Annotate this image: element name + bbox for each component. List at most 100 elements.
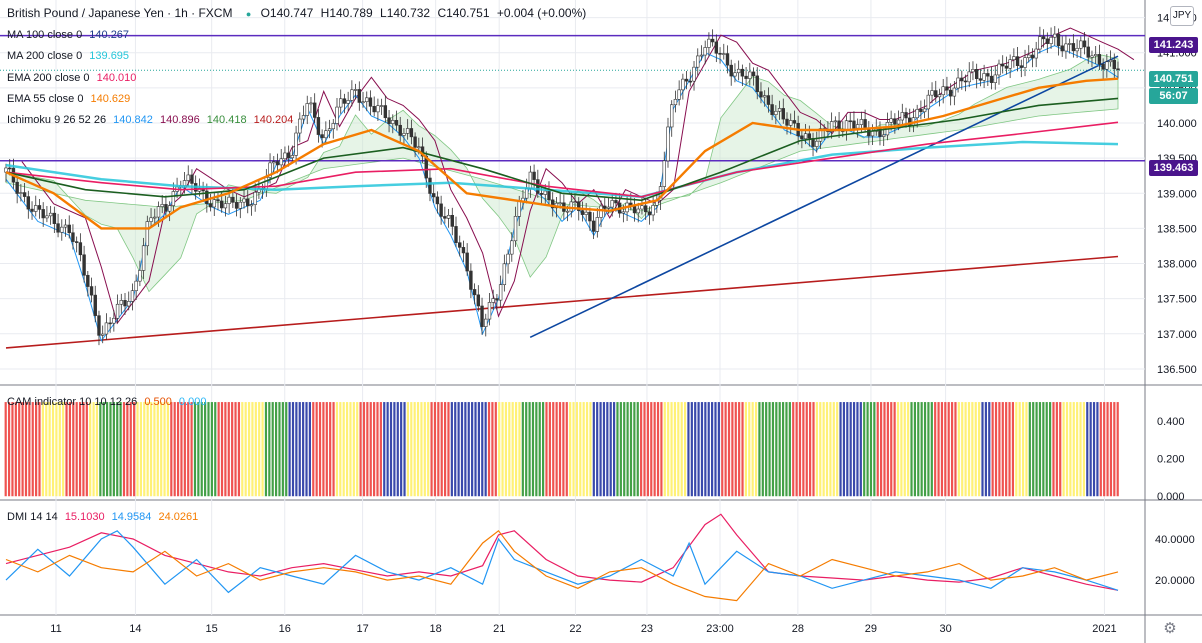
cam-bar <box>528 402 531 497</box>
cam-bar <box>464 402 467 497</box>
cam-bar <box>643 402 646 497</box>
cam-bar <box>984 402 987 497</box>
candle-body <box>465 252 469 272</box>
indicator-legend-ema55[interactable]: EMA 55 close 0 140.629 <box>7 92 134 106</box>
symbol-title[interactable]: British Pound / Japanese Yen · 1h · FXCM <box>7 6 233 20</box>
cam-bar <box>602 402 606 497</box>
cam-bar <box>711 402 714 497</box>
cam-bar <box>447 402 450 497</box>
indicator-legend-ma100[interactable]: MA 100 close 0 140.267 <box>7 28 133 42</box>
candle-body <box>112 317 116 324</box>
cam-bar <box>48 402 51 497</box>
candle-body <box>896 119 901 125</box>
cam-bar <box>291 402 295 497</box>
cam-bar <box>653 402 656 497</box>
cam-bar <box>822 402 825 497</box>
cam-bar <box>535 402 538 497</box>
candle-body <box>446 214 451 219</box>
candle-body <box>543 190 547 195</box>
cam-bar <box>886 402 889 497</box>
cam-bar <box>552 402 555 497</box>
time-tick-label: 17 <box>356 623 368 635</box>
candle-body <box>603 205 607 209</box>
lower-level-price-label: 139.463 <box>1149 160 1198 176</box>
cam-bar <box>869 402 873 497</box>
candle-body <box>476 294 481 307</box>
cam-bar <box>41 402 44 497</box>
cam-bar <box>775 402 778 497</box>
cam-bar <box>18 402 21 497</box>
cam-bar <box>207 402 210 497</box>
indicator-legend-ma200[interactable]: MA 200 close 0 139.695 <box>7 49 133 63</box>
cam-bar <box>511 402 514 497</box>
gear-icon[interactable]: ⚙ <box>1163 620 1177 637</box>
cam-bar <box>950 402 954 497</box>
indicator-legend-ichimoku[interactable]: Ichimoku 9 26 52 26 140.842 140.896 140.… <box>7 113 297 127</box>
candle-body <box>751 71 756 77</box>
cam-bar <box>312 402 315 497</box>
cam-bar <box>809 402 812 497</box>
candle-body <box>934 90 938 98</box>
cam-bar <box>1096 402 1099 497</box>
candle-body <box>963 80 968 83</box>
candle-body <box>640 205 644 210</box>
cam-bar <box>193 402 197 497</box>
candle-body <box>405 128 410 134</box>
candle-body <box>781 108 785 120</box>
candle-body <box>1082 40 1087 48</box>
cam-bar <box>369 402 372 497</box>
cam-bar <box>765 402 768 497</box>
candle-body <box>714 41 719 54</box>
cam-bar <box>38 402 41 497</box>
cam-bar <box>612 402 616 497</box>
candle-body <box>759 91 763 98</box>
cam-bar <box>751 402 754 497</box>
cam-bar <box>754 402 758 497</box>
cam-bar <box>832 402 835 497</box>
candle-body <box>164 204 168 212</box>
cam-bar <box>1086 402 1089 497</box>
dmi-legend[interactable]: DMI 14 14 15.1030 14.9584 24.0261 <box>7 510 202 524</box>
cam-bar <box>332 402 335 497</box>
cam-bar <box>264 402 268 497</box>
candle-body <box>1034 48 1038 59</box>
candle-body <box>1045 38 1050 44</box>
cam-bar <box>731 402 734 497</box>
cam-bar <box>427 402 430 497</box>
candle-body <box>249 204 254 207</box>
indicator-name: CAM indicator 10 10 12 26 <box>7 396 138 408</box>
cam-bar <box>964 402 967 497</box>
cam-bar <box>393 402 396 497</box>
price-tick-label: 140.000 <box>1157 118 1197 130</box>
cam-bar <box>994 402 998 497</box>
cam-bar <box>204 402 207 497</box>
cam-bar <box>373 402 376 497</box>
indicator-value: 140.267 <box>89 29 130 41</box>
candle-body <box>733 72 737 77</box>
cam-legend[interactable]: CAM indicator 10 10 12 26 0.500 0.000 <box>7 395 210 409</box>
candle-body <box>368 97 373 107</box>
cam-bar <box>298 402 301 497</box>
cam-bar <box>35 402 38 497</box>
cam-bar <box>866 402 869 497</box>
cam-bar <box>237 402 241 497</box>
candle-body <box>67 224 71 234</box>
candle-body <box>1079 40 1083 49</box>
candle-body <box>71 232 75 242</box>
cam-bar <box>910 402 913 497</box>
candle-body <box>167 205 172 212</box>
cam-bar <box>247 402 251 497</box>
candle-body <box>153 216 157 219</box>
indicator-legend-ema200[interactable]: EMA 200 close 0 140.010 <box>7 71 140 85</box>
cam-bar <box>521 402 524 497</box>
cam-bar <box>78 402 82 497</box>
candle-body <box>595 217 600 232</box>
candle-body <box>346 100 350 104</box>
currency-badge[interactable]: JPY <box>1170 6 1194 26</box>
cam-bar <box>149 402 153 497</box>
cam-bar <box>430 402 433 497</box>
cam-bar <box>555 402 558 497</box>
candle-body <box>4 167 8 173</box>
